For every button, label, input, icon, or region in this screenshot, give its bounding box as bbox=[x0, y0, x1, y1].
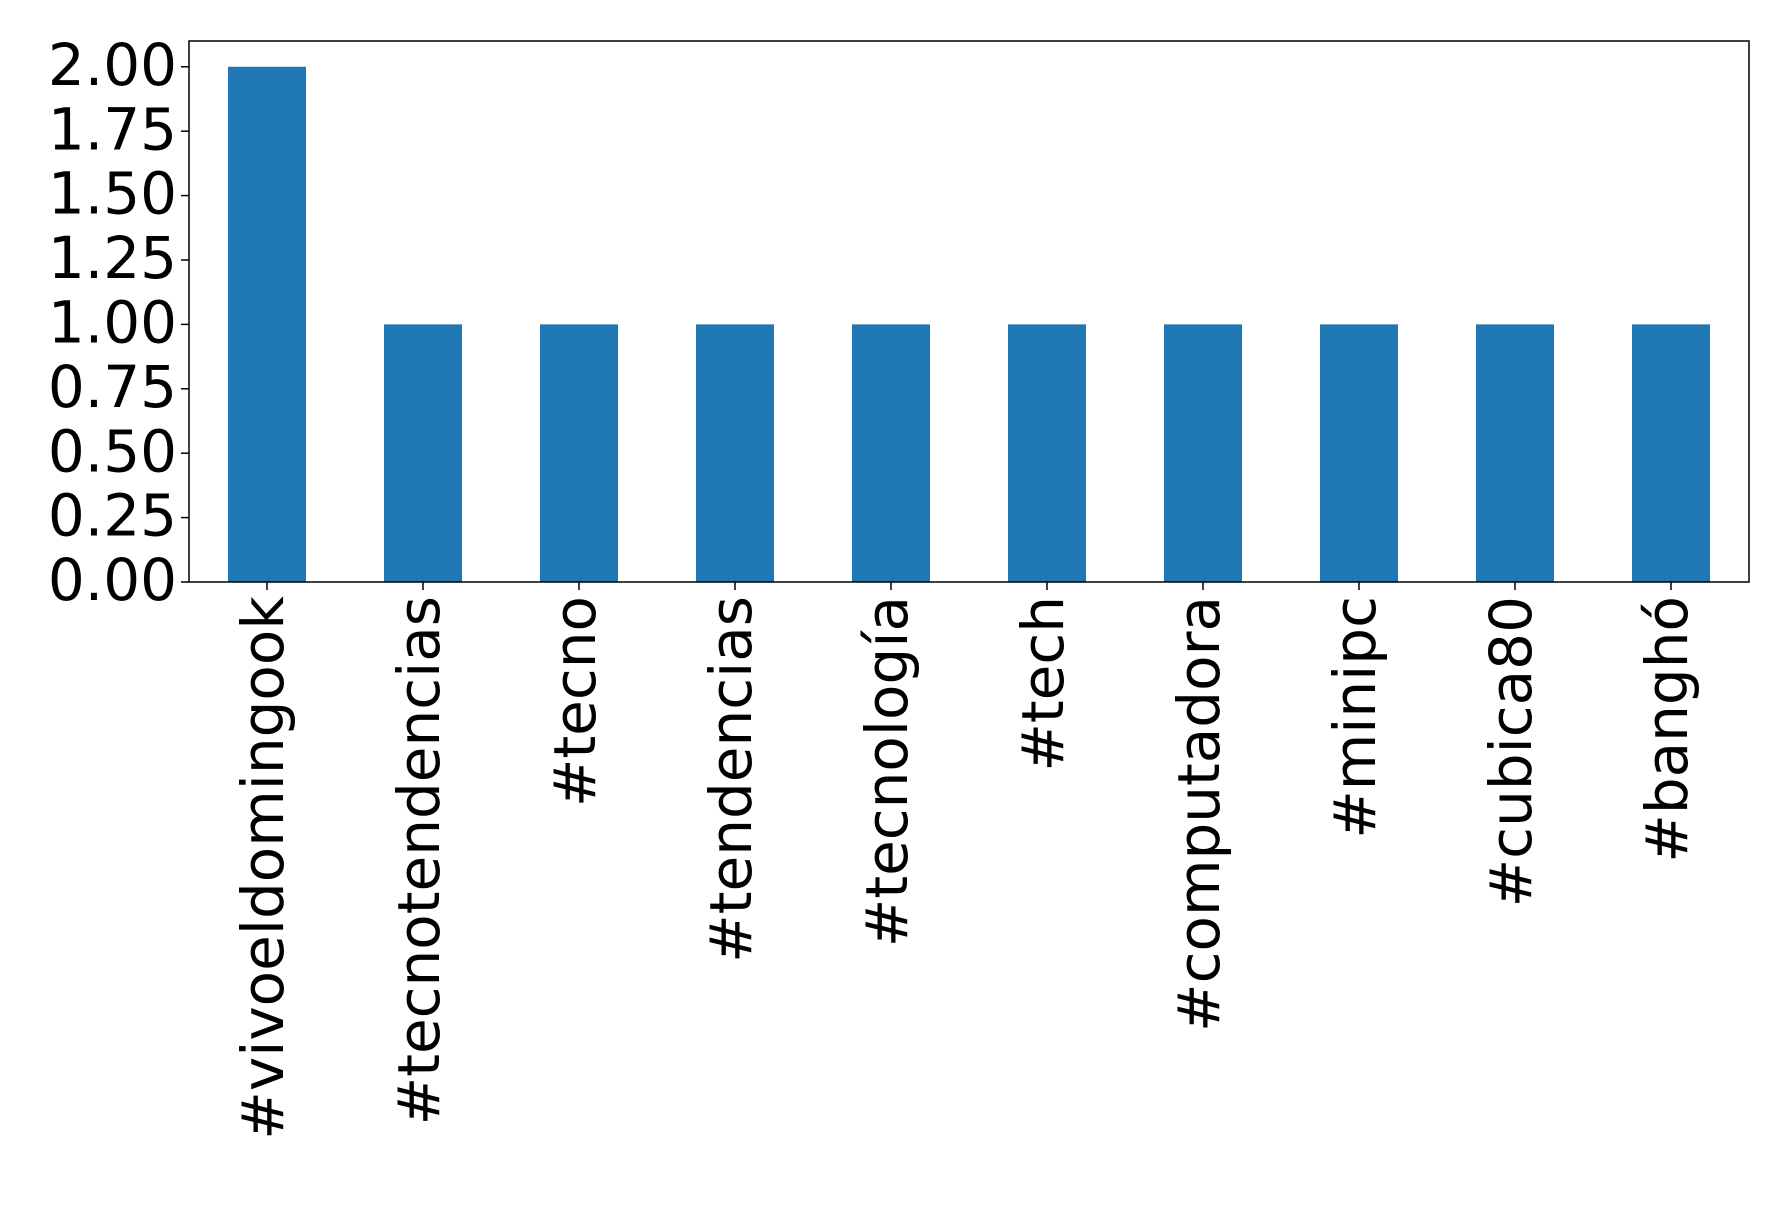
y-tick-label: 0.50 bbox=[48, 417, 177, 485]
y-tick-label: 0.75 bbox=[48, 353, 177, 421]
bar bbox=[384, 324, 462, 582]
bar bbox=[1476, 324, 1554, 582]
bar bbox=[852, 324, 930, 582]
y-tick-label: 0.00 bbox=[48, 546, 177, 614]
x-tick-label: #tecnología bbox=[853, 596, 921, 947]
bar bbox=[228, 66, 306, 582]
y-tick-label: 1.75 bbox=[48, 95, 177, 163]
bar bbox=[1008, 324, 1086, 582]
x-tick-label: #tech bbox=[1009, 596, 1077, 772]
y-tick-label: 1.00 bbox=[48, 288, 177, 356]
plot-frame bbox=[188, 40, 1750, 583]
bar bbox=[1320, 324, 1398, 582]
bar bbox=[1164, 324, 1242, 582]
y-tick-label: 1.50 bbox=[48, 160, 177, 228]
bar bbox=[696, 324, 774, 582]
y-tick-label: 1.25 bbox=[48, 224, 177, 292]
x-tick-label: #banghó bbox=[1633, 596, 1701, 863]
bar bbox=[1632, 324, 1710, 582]
x-tick-label: #minipc bbox=[1321, 596, 1389, 839]
x-tick-label: #tendencias bbox=[697, 596, 765, 963]
y-tick-label: 0.25 bbox=[48, 482, 177, 550]
bar bbox=[540, 324, 618, 582]
x-tick-label: #computadora bbox=[1165, 596, 1233, 1032]
x-tick-label: #cubica80 bbox=[1477, 596, 1545, 907]
x-tick-label: #vivoeldomingook bbox=[229, 596, 297, 1140]
x-tick-label: #tecno bbox=[541, 596, 609, 807]
x-tick-label: #tecnotendencias bbox=[385, 596, 453, 1125]
y-tick-label: 2.00 bbox=[48, 31, 177, 99]
